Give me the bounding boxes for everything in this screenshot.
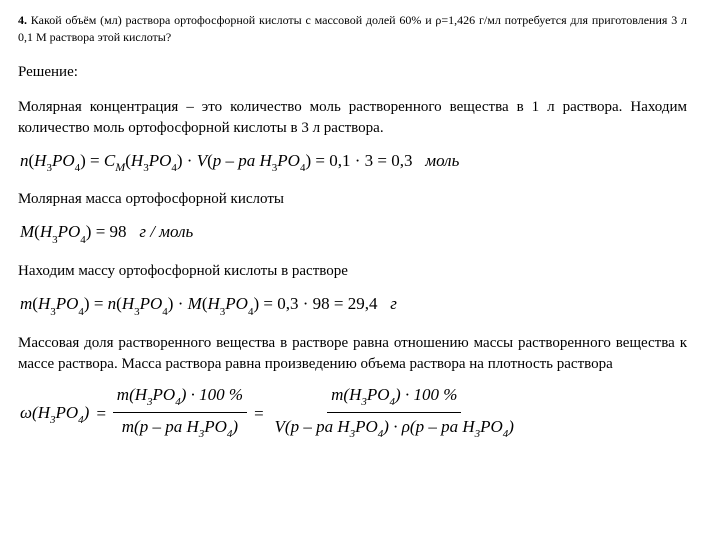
paragraph-mass-fraction: Массовая доля растворенного вещества в р… xyxy=(18,333,687,375)
fraction-1: m(H3PO4) · 100 % m(p – ра H3PO4) xyxy=(113,383,247,442)
formula-omega: ω(H3PO4) = m(H3PO4) · 100 % m(p – ра H3P… xyxy=(20,385,687,444)
paragraph-molar-mass: Молярная масса ортофосфорной кислоты xyxy=(18,189,687,210)
formula-n-moles: n(H3PO4) = CМ(H3PO4) · V(p – ра H3PO4) =… xyxy=(20,149,687,176)
paragraph-find-mass: Находим массу ортофосфорной кислоты в ра… xyxy=(18,261,687,282)
problem-text: Какой объём (мл) раствора ортофосфорной … xyxy=(18,13,687,44)
problem-statement: 4. Какой объём (мл) раствора ортофосфорн… xyxy=(18,12,687,46)
paragraph-molar-concentration: Молярная концентрация – это количество м… xyxy=(18,97,687,139)
problem-number: 4. xyxy=(18,13,27,27)
fraction-2: m(H3PO4) · 100 % V(p – ра H3PO4) · ρ(p –… xyxy=(271,383,518,442)
formula-molar-mass: M(H3PO4) = 98 г / моль xyxy=(20,220,687,247)
unit-mol: моль xyxy=(425,151,459,170)
func-n: n xyxy=(20,151,29,170)
formula-mass: m(H3PO4) = n(H3PO4) · M(H3PO4) = 0,3 · 9… xyxy=(20,292,687,319)
unit-g: г xyxy=(390,294,397,313)
unit-gmol: г / моль xyxy=(139,222,193,241)
solution-heading: Решение: xyxy=(18,62,687,83)
